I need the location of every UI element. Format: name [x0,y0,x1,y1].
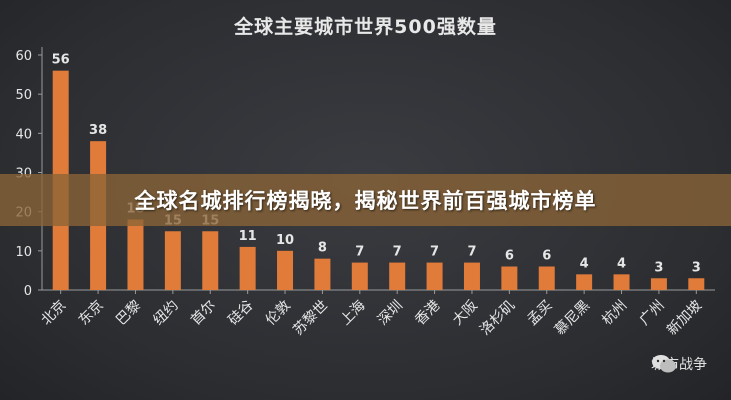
x-tick-label: 深圳 [375,298,406,329]
x-tick-label: 孟买 [524,298,555,329]
bar [351,262,368,290]
wechat-icon [652,355,676,373]
bar-value-label: 8 [318,241,327,256]
x-tick-label: 杭州 [599,298,630,329]
x-tick-label: 新加坡 [664,298,705,339]
bar-value-label: 3 [692,260,701,275]
bar-value-label: 56 [52,53,70,68]
bar [426,262,443,290]
bar-value-label: 7 [393,245,402,260]
bar [650,278,667,290]
bar-value-label: 7 [355,245,364,260]
x-tick-label: 香港 [412,298,443,329]
bar-value-label: 11 [239,229,257,244]
watermark: 城市战争 [651,354,707,374]
y-tick-label: 10 [15,245,32,260]
bar [389,262,406,290]
x-tick-label: 纽约 [151,298,182,329]
bar-value-label: 10 [276,233,294,248]
bar-value-label: 3 [654,260,663,275]
bar-value-label: 7 [430,245,439,260]
x-tick-label: 东京 [76,298,107,329]
headline-text: 全球名城排行榜揭晓，揭秘世界前百强城市榜单 [134,189,597,213]
bar-value-label: 7 [467,245,476,260]
bar-value-label: 4 [617,256,626,271]
x-tick-label: 首尔 [188,298,219,329]
x-tick-label: 大阪 [450,298,481,329]
headline-banner: 全球名城排行榜揭晓，揭秘世界前百强城市榜单 [0,174,731,226]
bar [239,246,256,290]
bar [688,278,705,290]
x-tick-label: 慕尼黑 [552,298,593,339]
bar [613,274,630,290]
bar [501,266,518,290]
y-tick-label: 60 [15,49,32,64]
x-tick-label: 北京 [38,298,69,329]
bar-value-label: 6 [542,249,551,264]
bar-value-label: 38 [89,123,107,138]
y-tick-label: 50 [15,88,32,103]
bar [164,231,181,290]
bar [463,262,480,290]
y-tick-label: 0 [24,284,32,299]
x-tick-label: 洛杉矶 [477,298,518,339]
bar [202,231,219,290]
bar-value-label: 6 [505,249,514,264]
x-tick-label: 苏黎世 [290,298,331,339]
x-tick-label: 上海 [338,298,369,329]
bar [277,250,294,290]
x-tick-label: 伦敦 [263,298,294,329]
bar [538,266,555,290]
chart-title: 全球主要城市世界500强数量 [234,16,497,38]
bar-value-label: 4 [580,256,589,271]
bar [314,258,331,290]
x-tick-label: 巴黎 [113,298,144,329]
x-tick-label: 硅谷 [225,298,256,329]
y-tick-label: 40 [15,127,32,142]
bar [576,274,593,290]
bar [127,219,144,290]
x-tick-label: 广州 [637,298,668,329]
